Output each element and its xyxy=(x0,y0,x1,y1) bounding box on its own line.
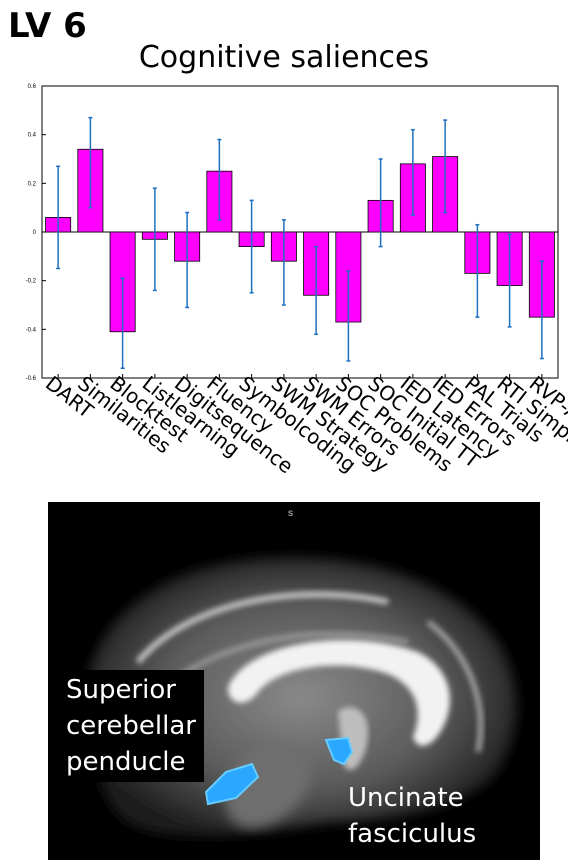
bar-chart: 0.60.40.20-0.2-0.4-0.6 DARTSimilaritiesBl… xyxy=(26,84,568,478)
y-tick-label: -0.6 xyxy=(26,376,37,382)
y-tick-label: -0.4 xyxy=(26,327,37,333)
y-tick-label: 0.2 xyxy=(28,181,37,187)
y-tick-label: 0.4 xyxy=(28,133,37,139)
uncinate-fasciculus-highlight xyxy=(324,736,354,766)
chart-title: Cognitive saliences xyxy=(138,40,430,75)
label-uncinate-fasciculus: Uncinate fasciculus xyxy=(348,780,476,852)
label-line: Uncinate xyxy=(348,783,464,813)
y-tick-label: -0.2 xyxy=(26,279,37,285)
label-line: Superior xyxy=(66,675,176,705)
brain-image: s Superior cerebellar penducle Uncinate … xyxy=(48,502,540,860)
panel-label: LV 6 xyxy=(8,6,87,46)
orientation-label: s xyxy=(288,508,293,519)
y-tick-label: 0.6 xyxy=(28,84,37,90)
y-tick-label: 0 xyxy=(33,230,37,236)
label-line: fasciculus xyxy=(348,819,477,849)
label-line: cerebellar xyxy=(66,711,196,741)
label-superior-cerebellar-peduncle: Superior cerebellar penducle xyxy=(60,670,204,782)
superior-cerebellar-peduncle-highlight xyxy=(204,762,260,806)
corpus-callosum xyxy=(228,639,450,746)
label-line: penducle xyxy=(66,747,186,777)
